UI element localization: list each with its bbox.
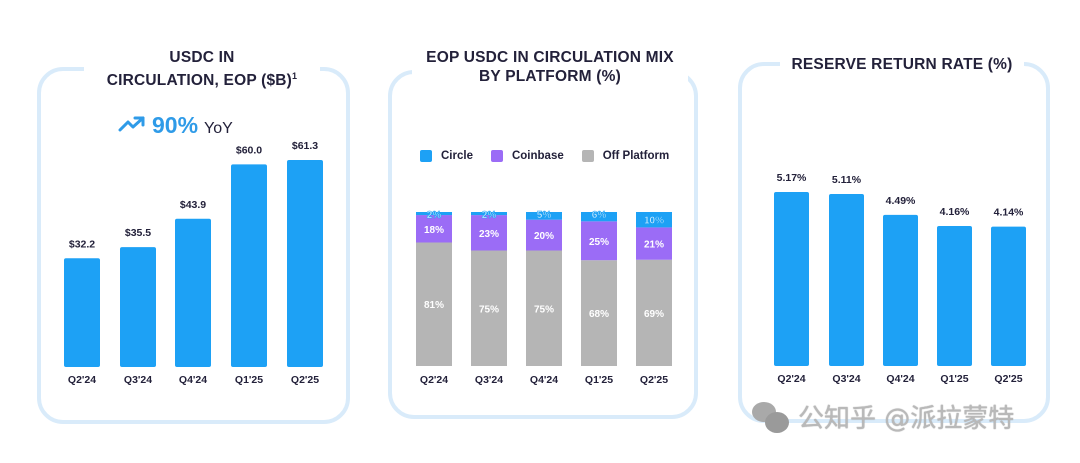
reserve-bar: [937, 225, 972, 366]
legend-swatch-circle: [420, 150, 432, 162]
circulation-bar: [287, 160, 323, 367]
mix-segment-label-circle: 10%: [644, 216, 664, 227]
legend-item-coinbase: Coinbase: [490, 150, 564, 162]
mix-segment-label-off-platform: 81%: [424, 300, 444, 311]
circulation-category-label: Q1'25: [235, 374, 263, 386]
circulation-value-label: $60.0: [236, 144, 262, 156]
circulation-value-label: $61.3: [292, 140, 318, 152]
trending-up-icon: [118, 116, 145, 132]
mix-category-label: Q4'24: [530, 374, 558, 386]
reserve-value-label: 4.49%: [886, 195, 916, 207]
mix-segment-circle: [636, 212, 672, 228]
mix-panel: [388, 70, 698, 419]
mix-category-label: Q1'25: [585, 374, 613, 386]
circulation-category-label: Q2'25: [291, 374, 319, 386]
reserve-title: RESERVE RETURN RATE (%): [780, 55, 1024, 74]
mix-segment-circle: [471, 212, 507, 216]
yoy-annotation: 90% YoY: [118, 112, 233, 139]
circulation-title: USDC IN CIRCULATION, EOP ($B)1: [84, 48, 320, 91]
mix-category-label: Q2'24: [420, 374, 448, 386]
mix-title: EOP USDC IN CIRCULATION MIX BY PLATFORM …: [412, 48, 688, 86]
mix-segment-coinbase: [416, 215, 452, 243]
reserve-value-label: 5.11%: [832, 174, 862, 186]
mix-segment-label-circle: 2%: [427, 210, 442, 221]
mix-segment-circle: [581, 212, 617, 222]
circulation-title-line2: CIRCULATION, EOP ($B): [106, 72, 293, 90]
mix-segment-label-off-platform: 68%: [589, 309, 609, 320]
legend-label-circle: Circle: [441, 150, 473, 162]
circulation-value-label: $32.2: [69, 238, 95, 250]
mix-segment-label-circle: 5%: [537, 210, 552, 221]
mix-segment-label-coinbase: 21%: [644, 240, 664, 251]
reserve-category-label: Q4'24: [886, 373, 914, 385]
yoy-label: YoY: [204, 120, 233, 137]
legend-item-off-platform: Off Platform: [581, 150, 670, 162]
yoy-value: 90%: [152, 112, 199, 138]
circulation-value-label: $35.5: [125, 227, 151, 239]
mix-segment-label-coinbase: 20%: [534, 231, 554, 242]
mix-legend: Circle Coinbase Off Platform: [420, 150, 669, 162]
mix-segment-circle: [526, 212, 562, 220]
circulation-title-line1: USDC IN: [169, 49, 235, 66]
mix-segment-coinbase: [471, 215, 507, 251]
mix-title-line1: EOP USDC IN CIRCULATION MIX: [426, 49, 674, 66]
legend-item-circle: Circle: [420, 150, 473, 162]
mix-segment-off-platform: [581, 260, 617, 366]
mix-segment-label-circle: 2%: [482, 210, 497, 221]
reserve-bar: [829, 194, 864, 366]
mix-segment-off-platform: [471, 250, 507, 366]
mix-segment-coinbase: [526, 219, 562, 251]
reserve-value-label: 4.16%: [940, 206, 970, 218]
reserve-category-label: Q2'25: [994, 373, 1022, 385]
reserve-panel: [738, 62, 1050, 423]
reserve-bar: [774, 192, 809, 366]
circulation-bar: [120, 247, 156, 367]
wechat-icon: [752, 400, 790, 434]
mix-segment-label-circle: 6%: [592, 210, 607, 221]
reserve-bar: [991, 226, 1026, 366]
mix-segment-label-coinbase: 18%: [424, 225, 444, 236]
mix-segment-label-coinbase: 25%: [589, 237, 609, 248]
circulation-category-label: Q4'24: [179, 374, 207, 386]
circulation-category-label: Q3'24: [124, 374, 152, 386]
mix-segment-label-coinbase: 23%: [479, 229, 499, 240]
mix-segment-label-off-platform: 69%: [644, 309, 664, 320]
mix-segment-circle: [416, 212, 452, 216]
legend-label-coinbase: Coinbase: [511, 150, 564, 162]
reserve-category-label: Q1'25: [940, 373, 968, 385]
circulation-value-label: $43.9: [180, 199, 206, 211]
reserve-value-label: 5.17%: [777, 172, 807, 184]
mix-segment-off-platform: [636, 259, 672, 366]
legend-swatch-coinbase: [490, 150, 503, 162]
legend-swatch-off-platform: [581, 150, 594, 162]
mix-category-label: Q2'25: [640, 374, 668, 386]
mix-segment-off-platform: [416, 242, 452, 366]
mix-segment-coinbase: [636, 227, 672, 260]
watermark-text: 公知乎 @派拉蒙特: [798, 404, 1015, 434]
mix-segment-coinbase: [581, 221, 617, 261]
mix-segment-label-off-platform: 75%: [479, 304, 499, 315]
mix-category-label: Q3'24: [475, 374, 503, 386]
watermark: 公知乎 @派拉蒙特: [752, 398, 1014, 435]
reserve-value-label: 4.14%: [994, 207, 1024, 219]
legend-label-off-platform: Off Platform: [602, 150, 670, 162]
mix-segment-off-platform: [526, 250, 562, 366]
circulation-bar: [64, 258, 100, 367]
circulation-bar: [175, 218, 211, 367]
reserve-bar: [883, 214, 918, 366]
mix-segment-label-off-platform: 75%: [534, 304, 554, 315]
reserve-category-label: Q3'24: [832, 373, 860, 385]
footnote-marker: 1: [292, 71, 298, 81]
circulation-bar: [231, 164, 267, 367]
circulation-category-label: Q2'24: [68, 374, 96, 386]
reserve-category-label: Q2'24: [777, 373, 805, 385]
mix-title-line2: BY PLATFORM (%): [479, 68, 621, 85]
